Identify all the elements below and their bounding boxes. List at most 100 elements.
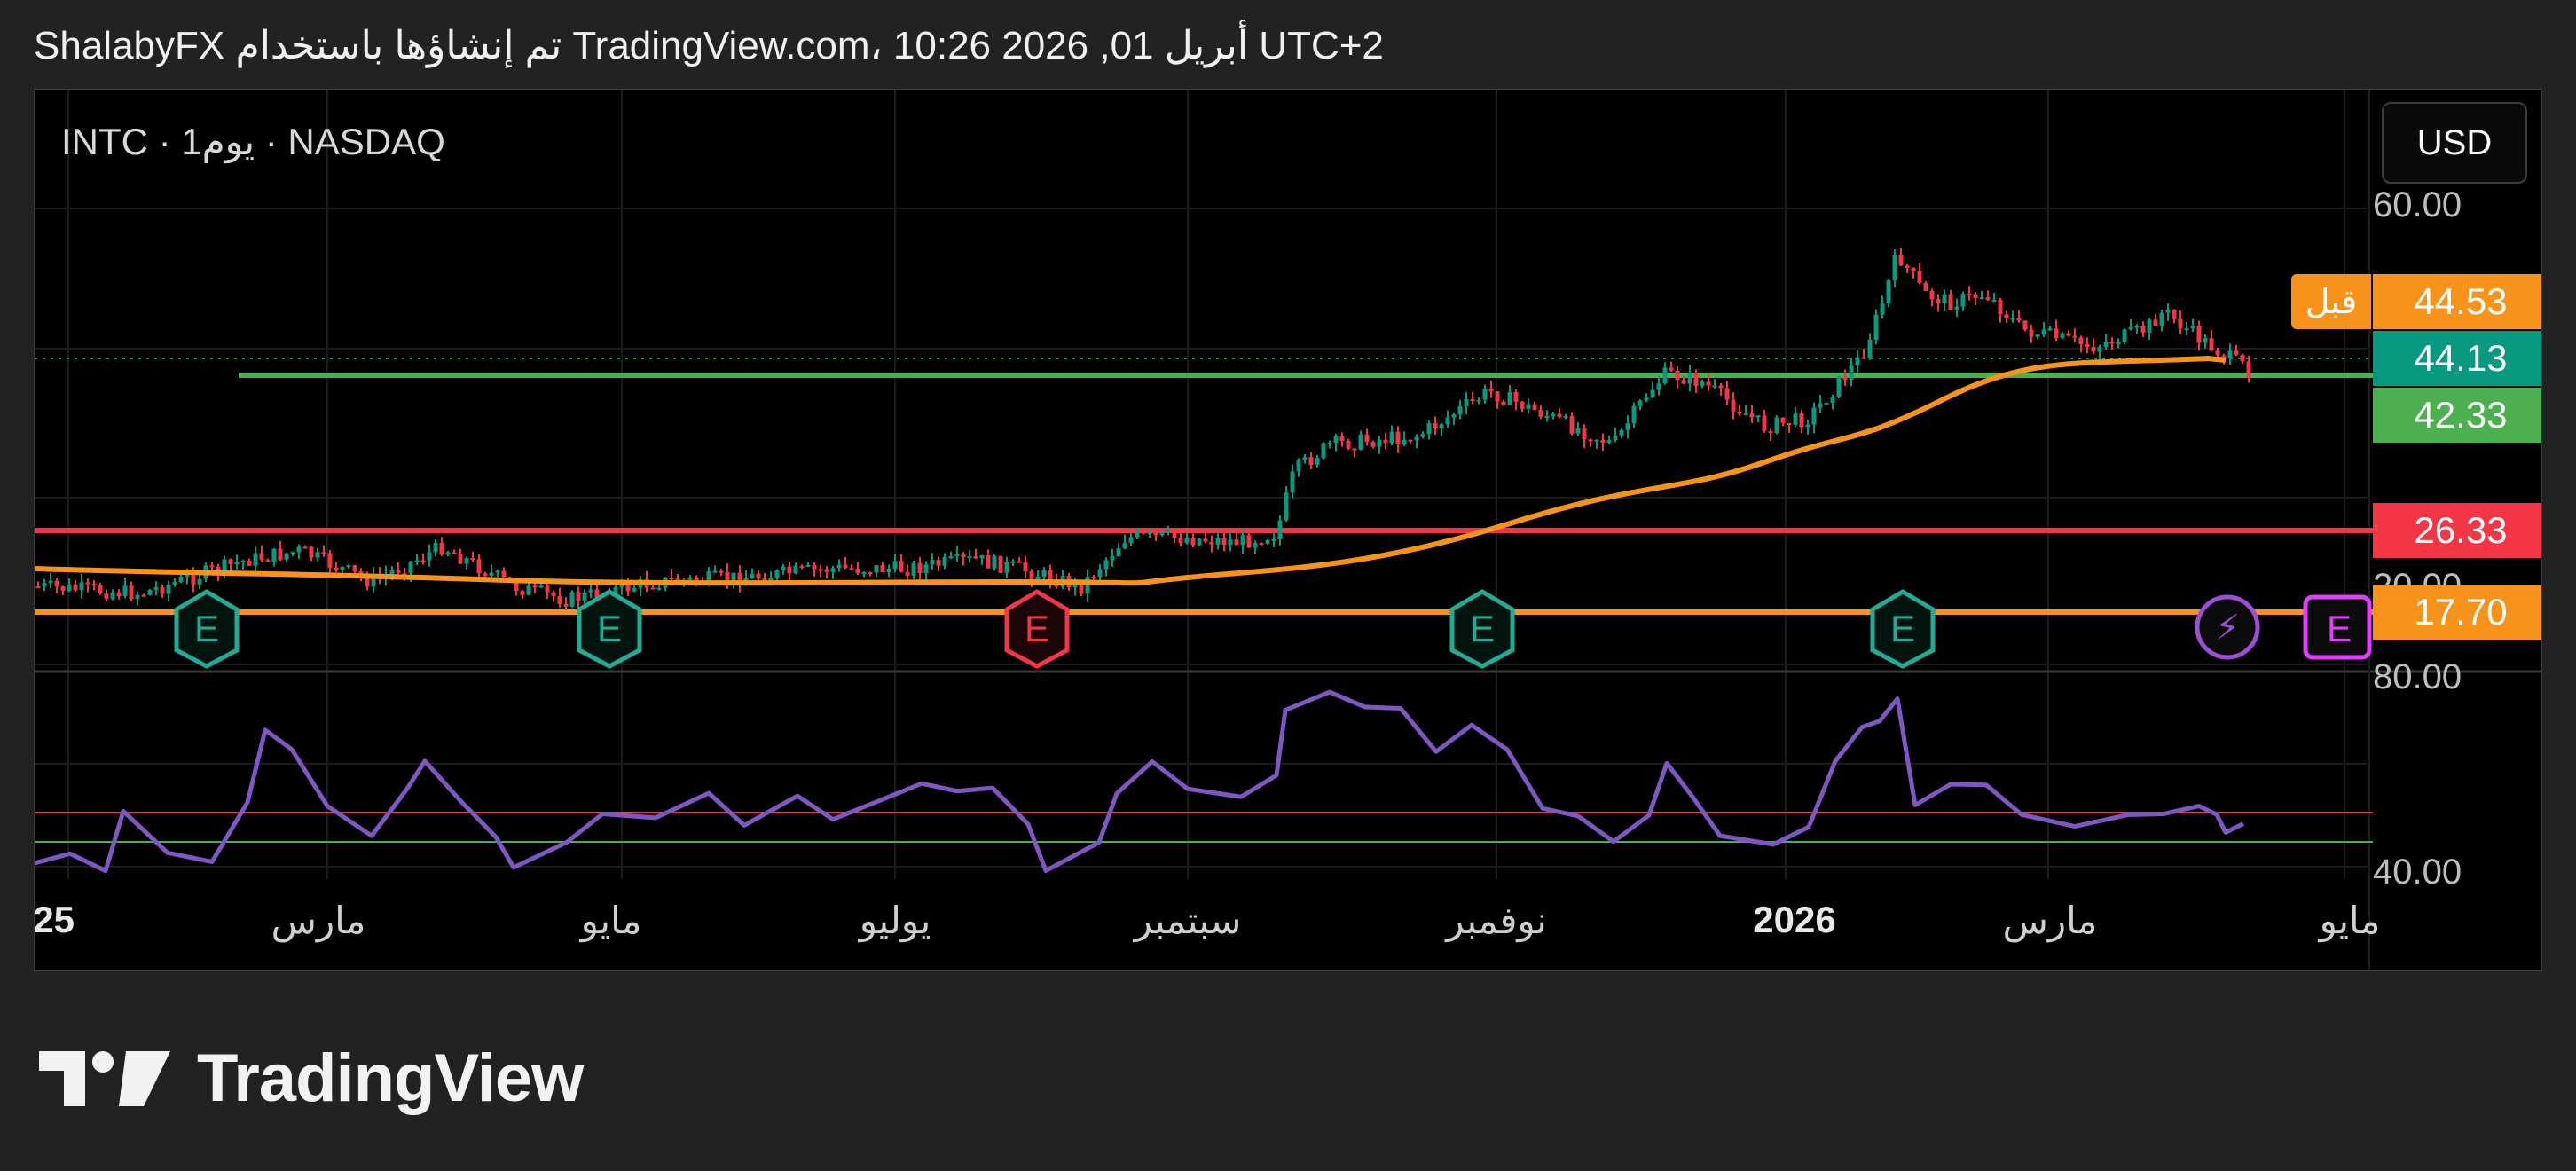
candle [1271, 538, 1276, 541]
candle [160, 587, 165, 594]
candle [2140, 326, 2146, 333]
candle [855, 568, 860, 574]
candle [1122, 543, 1127, 549]
candle [1569, 415, 1575, 434]
candle [464, 558, 469, 564]
candle [445, 552, 451, 555]
candle [327, 553, 333, 568]
candle [1426, 423, 1432, 435]
tradingview-logo[interactable]: TradingView [39, 1040, 584, 1117]
candle [73, 584, 78, 591]
candle [2054, 328, 2059, 339]
candle [756, 573, 761, 578]
candle [1855, 357, 1860, 366]
candle [408, 561, 413, 574]
candle [346, 565, 351, 568]
candle [774, 570, 780, 578]
rsi-axis-top-label: 80.00 [2373, 657, 2462, 696]
candle [588, 589, 593, 593]
candle [1780, 417, 1786, 423]
candle [2016, 318, 2022, 321]
candle [1079, 580, 1084, 594]
candle [2196, 326, 2202, 343]
candle [526, 586, 531, 595]
candle [1917, 271, 1922, 283]
candle [489, 572, 494, 576]
candle [1507, 391, 1512, 405]
candle [706, 571, 711, 583]
event-marker-label: E [1025, 608, 1049, 649]
candle [1277, 520, 1283, 539]
candle [737, 572, 742, 586]
currency-button[interactable]: USD [2382, 102, 2527, 184]
moving-average-line [35, 355, 2227, 586]
candle [1302, 457, 1308, 460]
candle [2209, 338, 2214, 351]
candle [1631, 405, 1637, 424]
candle [1010, 561, 1016, 563]
candle [1414, 436, 1419, 441]
candle [1706, 381, 1711, 386]
candle [365, 576, 370, 587]
candle [389, 570, 395, 575]
candle [781, 566, 786, 570]
candle [247, 561, 252, 566]
candle [470, 558, 475, 561]
candle [861, 572, 867, 575]
candle [569, 592, 575, 607]
candle [868, 572, 873, 575]
tradingview-logo-text: TradingView [197, 1041, 584, 1116]
candle [1755, 415, 1761, 418]
candle [1644, 397, 1649, 401]
candle [1718, 385, 1724, 389]
candle [1793, 413, 1798, 425]
candle [1731, 399, 1736, 412]
candle [1420, 434, 1425, 437]
candle [2029, 329, 2034, 337]
candle [1184, 538, 1190, 544]
candle [1147, 532, 1152, 535]
candle [917, 562, 923, 574]
candle [1259, 543, 1264, 546]
candle [2109, 342, 2115, 344]
event-marker-earnings [1870, 589, 1936, 669]
candle [1159, 532, 1165, 536]
candle [2159, 312, 2164, 326]
candle [1600, 439, 1606, 443]
candle [1370, 442, 1376, 447]
event-marker-earnings [174, 589, 240, 669]
event-marker-earnings [577, 589, 642, 669]
candle [557, 596, 562, 604]
candle [1445, 417, 1450, 425]
candle [886, 568, 891, 573]
candle [1588, 439, 1593, 442]
price-tag-resistance: 26.33 [2373, 503, 2541, 558]
candle [1439, 424, 1444, 428]
candle [1923, 282, 1928, 291]
candle [1768, 430, 1773, 433]
candle [961, 554, 966, 558]
candle [1197, 538, 1202, 546]
candle [1861, 357, 1866, 359]
candle [1284, 492, 1289, 521]
chart-canvas[interactable]: E E E E E ⚡ E [35, 90, 2542, 971]
candle [2227, 350, 2233, 359]
chart-panel[interactable]: E E E E E ⚡ E INTC · 1يوم · NASDAQ USD 60.00 2… [34, 89, 2542, 971]
candle [1873, 314, 1879, 340]
candle [1333, 436, 1339, 444]
candle [719, 570, 724, 573]
candle [1625, 423, 1630, 430]
symbol-legend[interactable]: INTC · 1يوم · NASDAQ [61, 121, 445, 162]
candle [2190, 326, 2195, 329]
candle [954, 554, 960, 557]
candle [1352, 448, 1357, 451]
candle [1135, 531, 1140, 538]
candle [818, 569, 823, 571]
time-label-may: مايو [580, 900, 642, 941]
candle [1476, 399, 1481, 402]
candle [315, 552, 320, 558]
candle [1582, 428, 1587, 440]
candle [1246, 535, 1252, 548]
candle [2085, 344, 2090, 348]
price-tag-premarket: 44.53 [2373, 274, 2541, 329]
